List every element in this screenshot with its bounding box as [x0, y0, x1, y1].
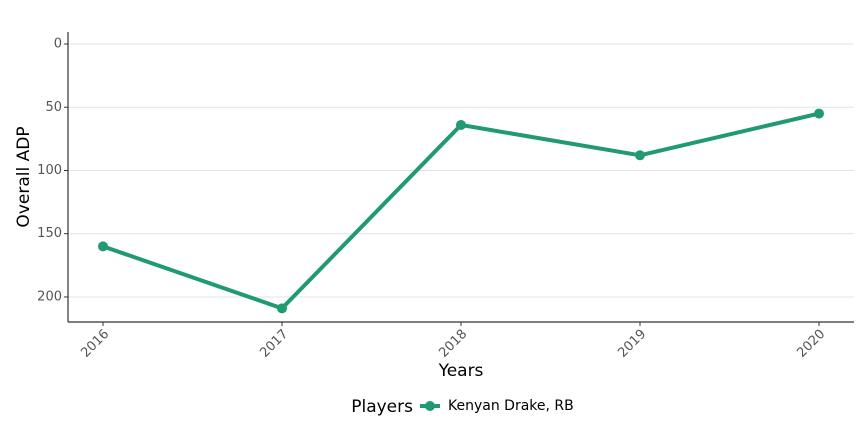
legend-label: Kenyan Drake, RB	[448, 398, 574, 414]
data-point	[814, 108, 824, 119]
series-line	[102, 111, 820, 311]
data-point	[456, 119, 466, 130]
x-tick-label: 2020	[794, 327, 828, 361]
x-tick-label: 2019	[615, 327, 649, 361]
y-tick-label: 200	[37, 289, 62, 304]
x-axis-title: Years	[438, 361, 484, 381]
x-tick-label: 2016	[78, 327, 112, 361]
y-tick-label: 150	[37, 226, 62, 241]
y-tick-label: 50	[45, 100, 62, 115]
y-tick-label: 100	[37, 163, 62, 178]
legend-marker	[425, 401, 435, 411]
data-point	[277, 303, 287, 314]
x-tick-label: 2017	[257, 327, 291, 361]
legend-title: Players	[351, 397, 413, 417]
data-point	[635, 150, 645, 161]
data-point	[98, 241, 108, 252]
y-tick-label: 0	[54, 37, 62, 52]
x-tick-label: 2018	[436, 327, 470, 361]
y-axis-title: Overall ADP	[14, 126, 34, 227]
